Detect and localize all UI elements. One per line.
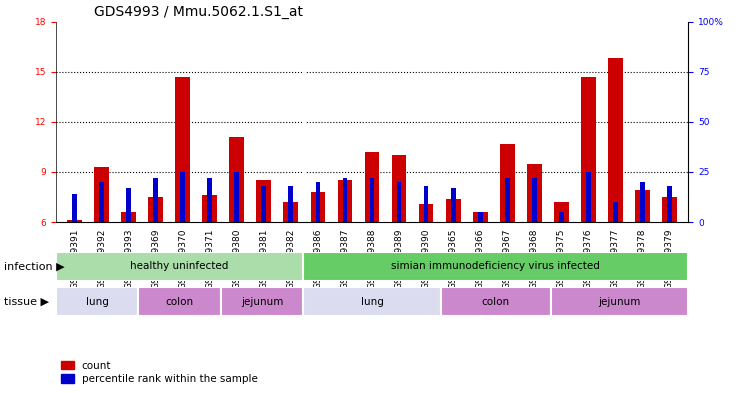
Bar [315,182,321,222]
Bar [310,192,325,222]
Bar [283,202,298,222]
Bar [451,188,455,222]
Bar [56,287,138,316]
Text: jejunum: jejunum [241,297,283,307]
Legend: count, percentile rank within the sample: count, percentile rank within the sample [61,361,257,384]
Bar [94,167,109,222]
Text: lung: lung [361,297,383,307]
Bar [419,204,434,222]
Bar [202,195,217,222]
Bar [608,58,623,222]
Bar [153,178,158,222]
Bar [446,199,461,222]
Bar [338,180,353,222]
Bar [67,220,82,222]
Bar [342,178,347,222]
Bar [365,152,379,222]
Bar [500,143,515,222]
Bar [554,202,568,222]
Bar [138,287,221,316]
Bar [72,194,77,222]
Text: simian immunodeficiency virus infected: simian immunodeficiency virus infected [391,261,600,271]
Bar [667,186,672,222]
Bar [635,190,650,222]
Bar [289,186,293,222]
Bar [208,178,212,222]
Text: colon: colon [165,297,193,307]
Bar [261,186,266,222]
Text: healthy uninfected: healthy uninfected [130,261,228,271]
Text: colon: colon [481,297,510,307]
Bar [551,287,688,316]
Bar [304,287,440,316]
Bar [121,212,136,222]
Bar [527,163,542,222]
Text: lung: lung [86,297,109,307]
Bar [613,202,618,222]
Bar [440,287,551,316]
Bar [304,252,688,281]
Bar [221,287,304,316]
Bar [397,182,402,222]
Bar [478,212,483,222]
Bar [234,172,240,222]
Bar [391,155,406,222]
Bar [504,178,510,222]
Bar [532,178,536,222]
Bar [148,197,163,222]
Bar [423,186,429,222]
Text: jejunum: jejunum [598,297,641,307]
Bar [586,172,591,222]
Bar [370,178,374,222]
Text: tissue ▶: tissue ▶ [4,297,48,307]
Bar [559,212,564,222]
Bar [229,137,244,222]
Bar [662,197,677,222]
Bar [126,188,131,222]
Bar [176,77,190,222]
Bar [472,212,487,222]
Bar [56,252,304,281]
Bar [257,180,272,222]
Bar [99,182,104,222]
Bar [581,77,596,222]
Bar [180,172,185,222]
Text: infection ▶: infection ▶ [4,261,64,271]
Text: GDS4993 / Mmu.5062.1.S1_at: GDS4993 / Mmu.5062.1.S1_at [94,5,303,19]
Bar [640,182,645,222]
